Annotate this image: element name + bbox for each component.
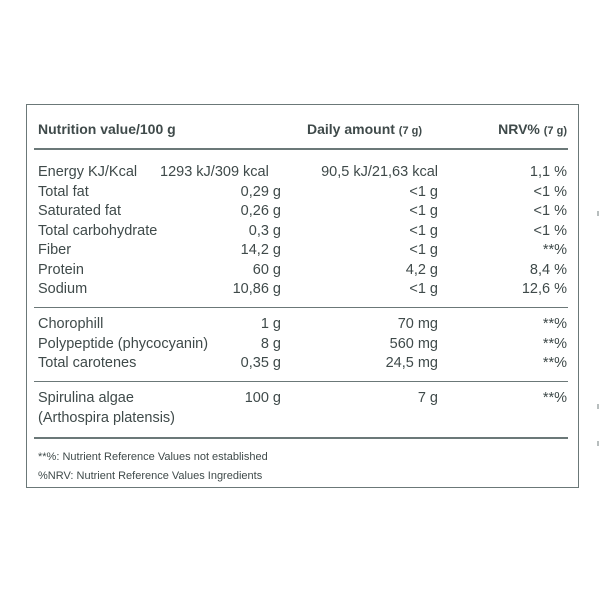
section-divider — [34, 307, 568, 308]
daily-amount-value: 4,2 g — [406, 262, 438, 278]
daily-amount-value: 24,5 mg — [386, 355, 438, 371]
nutrient-name: Total fat — [38, 184, 89, 200]
per-100g-value: 8 g — [261, 336, 281, 352]
ingredient-name: Spirulina algae — [38, 390, 134, 406]
nutrient-name: Sodium — [38, 281, 87, 297]
daily-amount-value: <1 g — [409, 281, 438, 297]
header-divider — [34, 148, 568, 150]
section-divider — [34, 381, 568, 382]
nutrient-name: Polypeptide (phycocyanin) — [38, 336, 208, 352]
nrv-value: <1 % — [534, 223, 567, 239]
per-100g-value: 1293 kJ/309 kcal — [160, 164, 269, 180]
nutrient-name: Total carotenes — [38, 355, 136, 371]
footnote-nrv-not-established: **%: Nutrient Reference Values not estab… — [38, 451, 268, 463]
edge-mark — [597, 404, 599, 409]
table-row: Chorophill 1 g 70 mg **% — [0, 316, 600, 336]
per-100g-value: 0,35 g — [241, 355, 281, 371]
table-row: Fiber 14,2 g <1 g **% — [0, 242, 600, 262]
table-row: Saturated fat 0,26 g <1 g <1 % — [0, 203, 600, 223]
nrv-value: 1,1 % — [530, 164, 567, 180]
per-100g-value: 60 g — [253, 262, 281, 278]
table-row: Total fat 0,29 g <1 g <1 % — [0, 184, 600, 204]
nutrient-name: Fiber — [38, 242, 71, 258]
daily-amount-value: <1 g — [409, 184, 438, 200]
table-row: Polypeptide (phycocyanin) 8 g 560 mg **% — [0, 336, 600, 356]
nrv-value: **% — [543, 390, 567, 406]
daily-amount-value: 90,5 kJ/21,63 kcal — [321, 164, 438, 180]
nutrient-name: Total carbohydrate — [38, 223, 157, 239]
daily-amount-value: 560 mg — [390, 336, 438, 352]
edge-mark — [597, 211, 599, 216]
nutrient-name: Protein — [38, 262, 84, 278]
table-row: Protein 60 g 4,2 g 8,4 % — [0, 262, 600, 282]
nrv-value: <1 % — [534, 184, 567, 200]
table-row: Sodium 10,86 g <1 g 12,6 % — [0, 281, 600, 301]
per-100g-value: 0,26 g — [241, 203, 281, 219]
per-100g-value: 10,86 g — [233, 281, 281, 297]
nrv-value: **% — [543, 316, 567, 332]
daily-amount-value: <1 g — [409, 242, 438, 258]
table-row: Total carbohydrate 0,3 g <1 g <1 % — [0, 223, 600, 243]
nrv-value: 12,6 % — [522, 281, 567, 297]
nrv-value: **% — [543, 242, 567, 258]
footnote-nrv-ingredients: %NRV: Nutrient Reference Values Ingredie… — [38, 470, 262, 482]
edge-mark — [597, 441, 599, 446]
per-100g-value: 0,29 g — [241, 184, 281, 200]
per-100g-value: 100 g — [245, 390, 281, 406]
daily-amount-value: <1 g — [409, 223, 438, 239]
table-row: Energy KJ/Kcal 1293 kJ/309 kcal 90,5 kJ/… — [0, 164, 600, 184]
table-row: Spirulina algae 100 g 7 g **% — [0, 390, 600, 410]
daily-amount-value: 7 g — [418, 390, 438, 406]
nrv-value: **% — [543, 355, 567, 371]
nrv-value: 8,4 % — [530, 262, 567, 278]
header-daily-amount: Daily amount (7 g) — [307, 121, 422, 137]
ingredient-latin-name: (Arthospira platensis) — [38, 410, 175, 426]
nutrient-name: Saturated fat — [38, 203, 121, 219]
per-100g-value: 14,2 g — [241, 242, 281, 258]
nutrient-name: Energy KJ/Kcal — [38, 164, 137, 180]
header-nrv: NRV% (7 g) — [498, 121, 567, 137]
per-100g-value: 1 g — [261, 316, 281, 332]
header-nutrition-value: Nutrition value/100 g — [38, 121, 176, 137]
daily-amount-value: 70 mg — [398, 316, 438, 332]
nrv-value: **% — [543, 336, 567, 352]
footer-divider — [34, 437, 568, 439]
per-100g-value: 0,3 g — [249, 223, 281, 239]
daily-amount-value: <1 g — [409, 203, 438, 219]
table-row-continuation: (Arthospira platensis) — [0, 410, 600, 430]
nrv-value: <1 % — [534, 203, 567, 219]
table-row: Total carotenes 0,35 g 24,5 mg **% — [0, 355, 600, 375]
nutrient-name: Chorophill — [38, 316, 103, 332]
